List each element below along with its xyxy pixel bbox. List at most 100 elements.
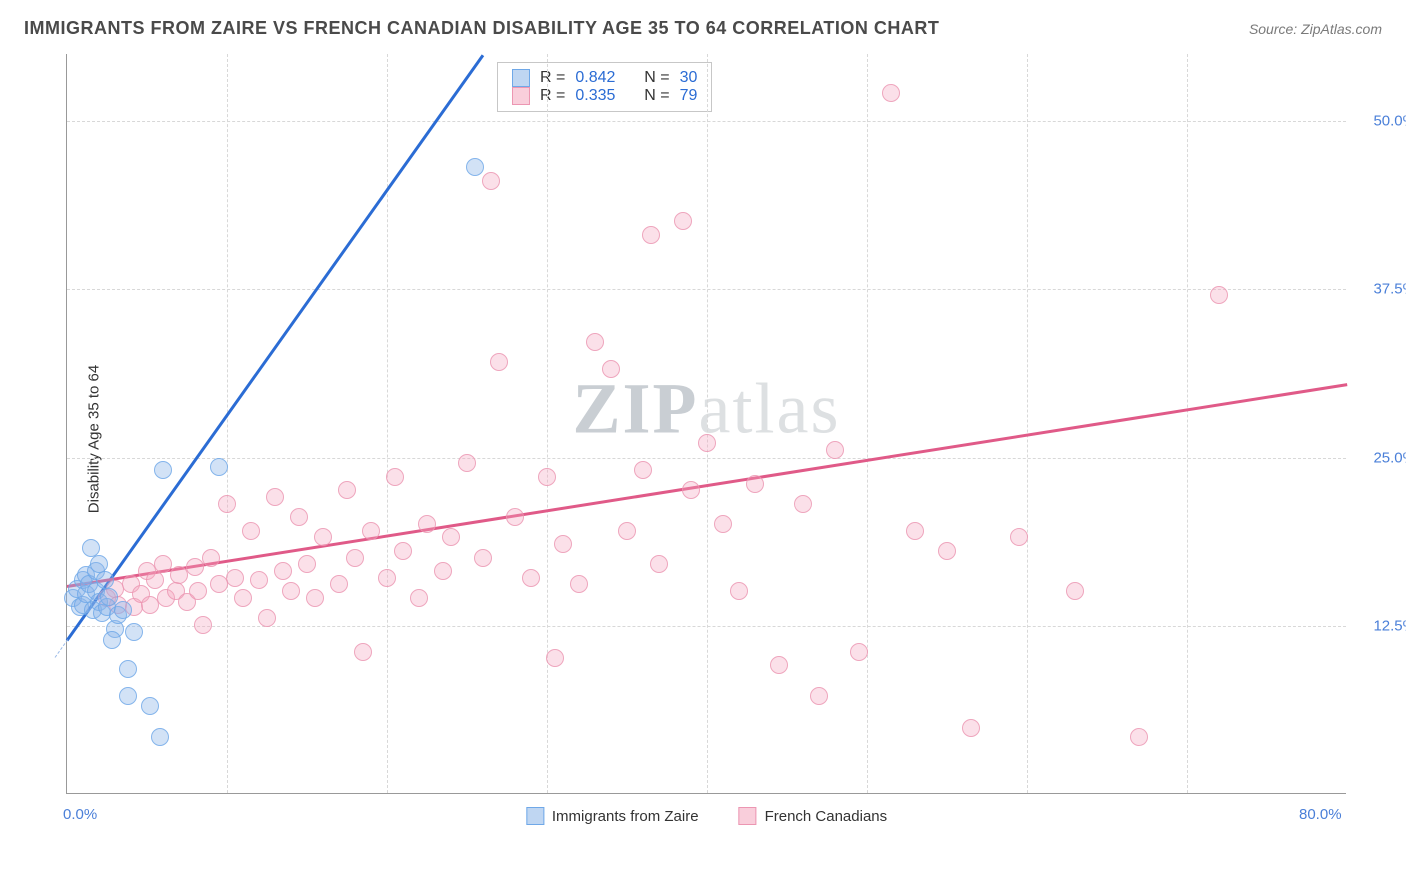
chart-source: Source: ZipAtlas.com — [1249, 21, 1382, 37]
chart-title: IMMIGRANTS FROM ZAIRE VS FRENCH CANADIAN… — [24, 18, 939, 39]
data-point-zaire — [119, 687, 137, 705]
scatter-plot: ZIPatlas R = 0.842 N = 30 R = 0.335 N = … — [66, 54, 1346, 794]
data-point-french — [650, 555, 668, 573]
data-point-french — [642, 226, 660, 244]
data-point-french — [826, 441, 844, 459]
data-point-french — [282, 582, 300, 600]
stat-row-zaire: R = 0.842 N = 30 — [512, 69, 697, 87]
data-point-french — [442, 528, 460, 546]
data-point-french — [882, 84, 900, 102]
data-point-french — [962, 719, 980, 737]
data-point-french — [682, 481, 700, 499]
data-point-french — [330, 575, 348, 593]
data-point-french — [394, 542, 412, 560]
data-point-french — [1066, 582, 1084, 600]
data-point-french — [506, 508, 524, 526]
data-point-french — [1130, 728, 1148, 746]
gridline-v — [547, 54, 548, 793]
data-point-french — [938, 542, 956, 560]
data-point-french — [298, 555, 316, 573]
swatch-blue-icon — [512, 69, 530, 87]
data-point-french — [290, 508, 308, 526]
x-tick-label: 80.0% — [1299, 806, 1342, 823]
data-point-french — [794, 495, 812, 513]
legend-item-french: French Canadians — [739, 807, 888, 825]
data-point-zaire — [141, 697, 159, 715]
data-point-french — [234, 589, 252, 607]
gridline-v — [707, 54, 708, 793]
data-point-zaire — [466, 158, 484, 176]
data-point-french — [522, 569, 540, 587]
data-point-french — [258, 609, 276, 627]
data-point-french — [770, 656, 788, 674]
data-point-french — [634, 461, 652, 479]
data-point-french — [266, 488, 284, 506]
data-point-french — [154, 555, 172, 573]
data-point-french — [618, 522, 636, 540]
data-point-french — [354, 643, 372, 661]
gridline-v — [387, 54, 388, 793]
data-point-french — [338, 481, 356, 499]
data-point-french — [602, 360, 620, 378]
data-point-french — [250, 571, 268, 589]
swatch-pink-icon — [512, 87, 530, 105]
swatch-blue-icon — [526, 807, 544, 825]
data-point-french — [362, 522, 380, 540]
y-tick-label: 50.0% — [1356, 113, 1406, 130]
data-point-french — [906, 522, 924, 540]
data-point-zaire — [100, 588, 118, 606]
correlation-stat-box: R = 0.842 N = 30 R = 0.335 N = 79 — [497, 62, 712, 112]
data-point-zaire — [125, 623, 143, 641]
data-point-french — [434, 562, 452, 580]
data-point-french — [218, 495, 236, 513]
y-tick-label: 12.5% — [1356, 617, 1406, 634]
gridline-v — [867, 54, 868, 793]
data-point-french — [490, 353, 508, 371]
data-point-french — [410, 589, 428, 607]
data-point-french — [674, 212, 692, 230]
data-point-french — [202, 549, 220, 567]
y-tick-label: 37.5% — [1356, 281, 1406, 298]
data-point-french — [194, 616, 212, 634]
data-point-zaire — [210, 458, 228, 476]
gridline-v — [1027, 54, 1028, 793]
data-point-french — [538, 468, 556, 486]
data-point-french — [546, 649, 564, 667]
data-point-zaire — [103, 631, 121, 649]
data-point-french — [730, 582, 748, 600]
legend-item-zaire: Immigrants from Zaire — [526, 807, 699, 825]
data-point-french — [186, 558, 204, 576]
data-point-french — [226, 569, 244, 587]
data-point-french — [346, 549, 364, 567]
data-point-french — [482, 172, 500, 190]
data-point-french — [242, 522, 260, 540]
trend-dash-zaire — [54, 639, 67, 657]
data-point-french — [418, 515, 436, 533]
data-point-zaire — [154, 461, 172, 479]
y-tick-label: 25.0% — [1356, 449, 1406, 466]
data-point-french — [306, 589, 324, 607]
data-point-french — [1210, 286, 1228, 304]
gridline-v — [227, 54, 228, 793]
data-point-french — [386, 468, 404, 486]
data-point-french — [746, 475, 764, 493]
data-point-zaire — [96, 571, 114, 589]
swatch-pink-icon — [739, 807, 757, 825]
x-tick-label: 0.0% — [63, 806, 97, 823]
data-point-french — [274, 562, 292, 580]
data-point-french — [850, 643, 868, 661]
data-point-french — [378, 569, 396, 587]
chart-area: Disability Age 35 to 64 ZIPatlas R = 0.8… — [56, 54, 1346, 824]
data-point-french — [189, 582, 207, 600]
chart-header: IMMIGRANTS FROM ZAIRE VS FRENCH CANADIAN… — [0, 0, 1406, 45]
data-point-french — [570, 575, 588, 593]
data-point-french — [554, 535, 572, 553]
data-point-zaire — [119, 660, 137, 678]
gridline-v — [1187, 54, 1188, 793]
data-point-zaire — [114, 601, 132, 619]
data-point-french — [586, 333, 604, 351]
stat-row-french: R = 0.335 N = 79 — [512, 87, 697, 105]
data-point-french — [810, 687, 828, 705]
data-point-french — [698, 434, 716, 452]
data-point-zaire — [151, 728, 169, 746]
